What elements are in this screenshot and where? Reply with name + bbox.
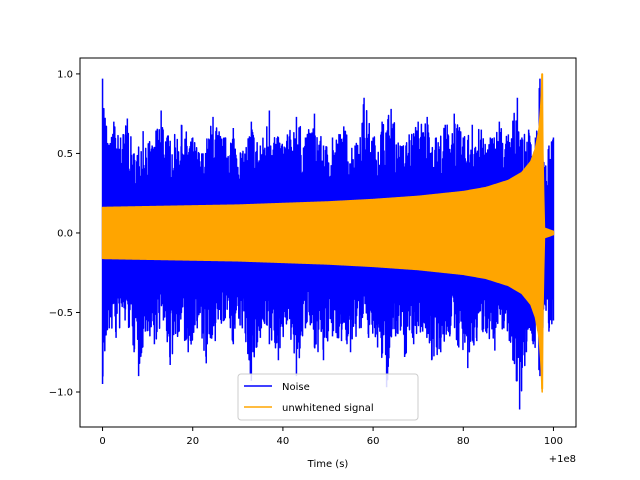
x-axis-label: Time (s) <box>307 459 349 470</box>
x-tick-label: 100 <box>544 436 563 447</box>
axes-frame <box>79 57 577 428</box>
y-tick-label: 0.5 <box>57 149 73 160</box>
unwhitened-signal-series-line <box>101 73 555 393</box>
y-tick-label: −0.5 <box>49 308 73 319</box>
y-tick-label: 0.0 <box>57 228 73 239</box>
ticks-layer: 0 20 40 60 80 100 −1.0 −0.5 0.0 0.5 1.0 <box>49 69 563 447</box>
y-tick-label: 1.0 <box>57 69 73 80</box>
legend: Noise unwhitened signal <box>237 373 419 421</box>
x-tick-label: 60 <box>367 436 380 447</box>
legend-label-noise: Noise <box>282 382 310 393</box>
x-tick-label: 20 <box>186 436 199 447</box>
x-tick-label: 0 <box>99 436 105 447</box>
series-layer <box>101 73 555 410</box>
legend-box <box>237 373 419 421</box>
x-tick-label: 80 <box>457 436 470 447</box>
x-axis-offset-label: +1e8 <box>549 454 576 465</box>
legend-label-unwhitened-signal: unwhitened signal <box>282 403 374 414</box>
x-tick-label: 40 <box>277 436 290 447</box>
y-tick-label: −1.0 <box>49 388 73 399</box>
